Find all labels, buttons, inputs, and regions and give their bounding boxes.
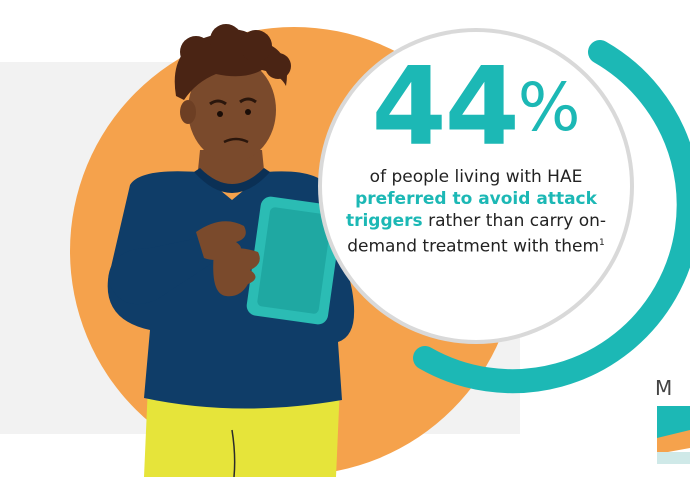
stat-line-1: of people living with HAE <box>369 167 583 187</box>
corner-tile-graphic <box>657 406 690 464</box>
stat-number: 44 <box>371 45 519 170</box>
stat-figure: 44% <box>342 45 610 170</box>
reference-number: 1 <box>599 238 605 248</box>
percent-sign: % <box>517 69 581 146</box>
stat-text: 44% of people living with HAE preferred … <box>342 45 610 258</box>
stat-line-2: rather than carry on-demand treatment wi… <box>347 211 607 257</box>
stat-description: of people living with HAE preferred to a… <box>342 166 610 258</box>
stat-highlight: preferred to avoid attack triggers <box>345 189 597 231</box>
corner-heading-fragment: M <box>655 376 673 400</box>
